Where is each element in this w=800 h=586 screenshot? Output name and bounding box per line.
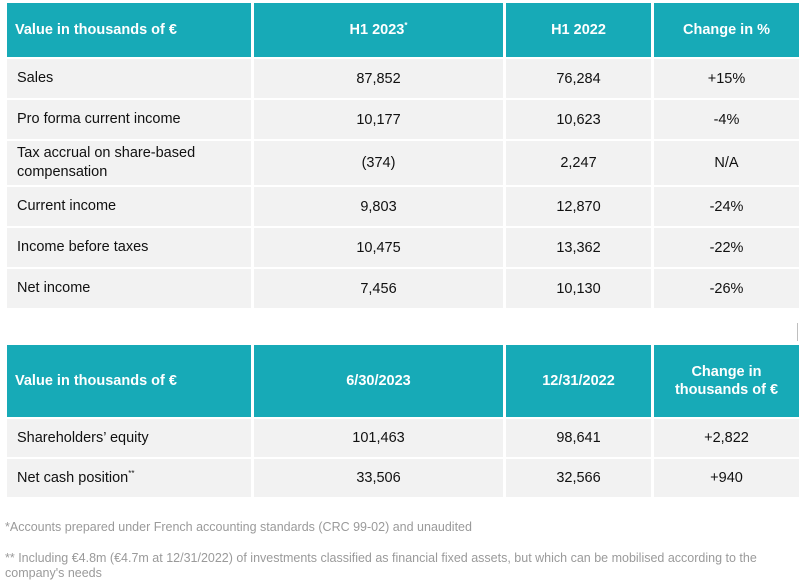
table-row: Pro forma current income 10,177 10,623 -… (7, 100, 799, 139)
balance-table: Value in thousands of € 6/30/2023 12/31/… (4, 343, 800, 499)
row-label: Net income (7, 269, 251, 308)
table-header-row: Value in thousands of € 6/30/2023 12/31/… (7, 345, 799, 417)
table-row: Current income 9,803 12,870 -24% (7, 187, 799, 226)
table-cell: -26% (654, 269, 799, 308)
table-cell: +15% (654, 59, 799, 98)
table-cell: +940 (654, 459, 799, 497)
column-header-12-31-2022: 12/31/2022 (506, 345, 651, 417)
column-header-change-thousands: Change in thousands of € (654, 345, 799, 417)
table-row: Net cash position** 33,506 32,566 +940 (7, 459, 799, 497)
table-cell: 12,870 (506, 187, 651, 226)
income-table: Value in thousands of € H1 2023* H1 2022… (4, 1, 800, 310)
column-header-label: H1 2023 (349, 22, 405, 38)
table-header-row: Value in thousands of € H1 2023* H1 2022… (7, 3, 799, 57)
table-cell: 101,463 (254, 419, 503, 457)
footnote-accounts: *Accounts prepared under French accounti… (5, 520, 472, 534)
table-row: Sales 87,852 76,284 +15% (7, 59, 799, 98)
row-label: Income before taxes (7, 228, 251, 267)
footnote-marker: * (404, 21, 408, 31)
table-cell: 10,130 (506, 269, 651, 308)
table-row: Tax accrual on share-based compensation … (7, 141, 799, 185)
column-header-label: Value in thousands of € (7, 345, 251, 417)
column-header-6-30-2023: 6/30/2023 (254, 345, 503, 417)
table-cell: 98,641 (506, 419, 651, 457)
table-cell: N/A (654, 141, 799, 185)
table-cell: 32,566 (506, 459, 651, 497)
table-cell: -24% (654, 187, 799, 226)
table-cell: 13,362 (506, 228, 651, 267)
table-cell: 9,803 (254, 187, 503, 226)
row-label-cell: Net cash position** (7, 459, 251, 497)
table-cell: (374) (254, 141, 503, 185)
column-header-h1-2023: H1 2023* (254, 3, 503, 57)
divider (797, 323, 798, 341)
table-cell: 10,177 (254, 100, 503, 139)
table-cell: 10,623 (506, 100, 651, 139)
table-cell: 10,475 (254, 228, 503, 267)
row-label: Sales (7, 59, 251, 98)
table-row: Net income 7,456 10,130 -26% (7, 269, 799, 308)
column-header-change-pct: Change in % (654, 3, 799, 57)
table-cell: 76,284 (506, 59, 651, 98)
table-row: Income before taxes 10,475 13,362 -22% (7, 228, 799, 267)
row-label: Net cash position (17, 469, 129, 486)
table-cell: -4% (654, 100, 799, 139)
table-cell: -22% (654, 228, 799, 267)
column-header-h1-2022: H1 2022 (506, 3, 651, 57)
table-cell: 87,852 (254, 59, 503, 98)
row-label: Current income (7, 187, 251, 226)
table-cell: 7,456 (254, 269, 503, 308)
row-label: Pro forma current income (7, 100, 251, 139)
table-cell: 33,506 (254, 459, 503, 497)
row-label: Tax accrual on share-based compensation (7, 141, 251, 185)
column-header-label: Value in thousands of € (7, 3, 251, 57)
footnote-marker: ** (128, 468, 135, 478)
footnote-cash: ** Including €4.8m (€4.7m at 12/31/2022)… (5, 551, 757, 580)
table-row: Shareholders’ equity 101,463 98,641 +2,8… (7, 419, 799, 457)
table-cell: +2,822 (654, 419, 799, 457)
row-label: Shareholders’ equity (7, 419, 251, 457)
table-cell: 2,247 (506, 141, 651, 185)
